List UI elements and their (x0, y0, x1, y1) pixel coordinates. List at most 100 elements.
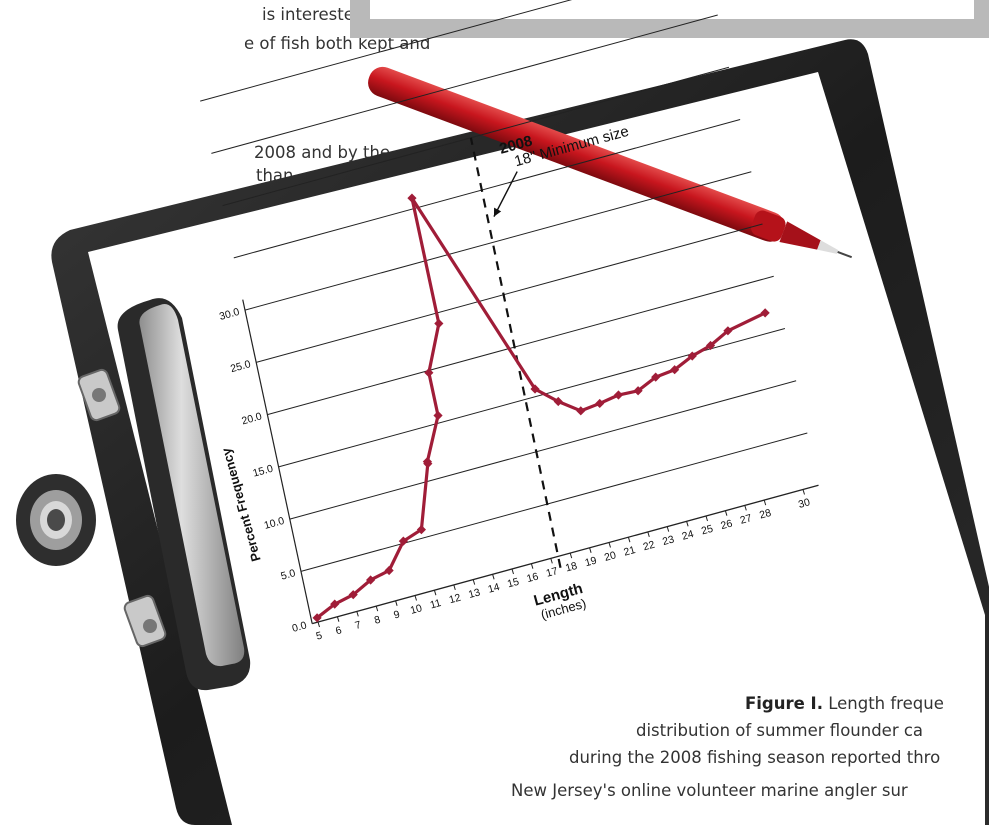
data-point (670, 365, 680, 375)
sidebar-box-inner (370, 0, 974, 19)
gridline (200, 0, 573, 102)
x-tick-label: 8 (373, 614, 382, 627)
data-point (312, 613, 322, 623)
x-tick-label: 24 (681, 528, 696, 543)
x-tick-mark (666, 526, 670, 532)
x-tick-label: 7 (354, 619, 363, 632)
x-tick-mark (705, 515, 708, 522)
figure-caption-line: distribution of summer flounder ca (636, 721, 924, 740)
x-tick-mark (589, 547, 592, 553)
figure-caption-label: Figure I. (745, 694, 823, 713)
x-tick-mark (433, 590, 437, 596)
data-point (384, 565, 394, 576)
x-tick-label: 30 (797, 496, 812, 511)
x-tick-label: 11 (429, 597, 443, 611)
x-tick-mark (724, 510, 728, 516)
data-point (366, 575, 376, 585)
data-point (422, 456, 432, 467)
data-point (723, 326, 733, 336)
x-tick-label: 22 (642, 539, 657, 554)
x-tick-mark (472, 579, 476, 585)
data-point (398, 536, 408, 546)
x-tick-label: 17 (545, 565, 560, 580)
x-tick-mark (317, 621, 320, 628)
x-axis-line (312, 484, 819, 625)
x-tick-mark (763, 499, 767, 506)
gridline (233, 119, 741, 259)
y-axis-line (242, 299, 313, 624)
article-line: 2008 and by the (254, 143, 391, 162)
data-point (330, 599, 340, 609)
data-point (613, 390, 624, 400)
data-point (424, 368, 434, 378)
x-tick-mark (569, 552, 573, 559)
x-tick-label: 27 (739, 512, 754, 527)
data-point (553, 396, 563, 407)
x-tick-label: 19 (584, 555, 599, 570)
y-tick-label: 5.0 (280, 567, 297, 582)
data-point (434, 318, 444, 329)
gridline (289, 380, 797, 520)
y-tick-label: 0.0 (291, 619, 308, 634)
figure-caption: Figure I. Length freque (745, 694, 944, 713)
y-tick-label: 10.0 (263, 515, 286, 532)
x-tick-mark (608, 542, 611, 548)
x-tick-label: 14 (487, 581, 502, 596)
data-point (651, 372, 661, 382)
x-tick-label: 20 (603, 549, 618, 564)
x-tick-mark (802, 489, 805, 495)
x-tick-label: 21 (622, 544, 637, 559)
data-point (633, 386, 643, 396)
x-tick-label: 15 (506, 576, 521, 591)
x-tick-mark (511, 568, 514, 575)
data-point (530, 384, 540, 394)
minimum-size-arrowhead (493, 207, 502, 217)
data-point (348, 590, 358, 600)
x-tick-mark (414, 595, 417, 601)
x-tick-mark (336, 616, 340, 622)
x-tick-mark (686, 521, 689, 527)
article-line: e of fish both kept and (244, 34, 431, 53)
x-tick-label: 28 (758, 507, 773, 522)
x-tick-label: 16 (525, 570, 540, 585)
x-tick-label: 25 (700, 523, 715, 538)
x-tick-mark (395, 600, 398, 606)
red-pen (368, 66, 853, 259)
figure-caption-line: Length freque (828, 694, 944, 713)
data-point (576, 406, 586, 416)
x-tick-label: 18 (564, 560, 579, 575)
series-markers (312, 193, 770, 623)
data-point (705, 340, 716, 351)
x-tick-mark (647, 531, 650, 538)
gridline (211, 14, 718, 154)
data-point (407, 193, 417, 203)
y-tick-label: 25.0 (229, 358, 252, 375)
data-point (760, 308, 770, 318)
x-tick-label: 26 (719, 517, 734, 532)
minimum-size-arrow (493, 171, 518, 217)
figure-caption-line: during the 2008 fishing season reported … (569, 748, 941, 767)
x-tick-mark (530, 563, 534, 569)
gridline (222, 66, 730, 207)
x-tick-label: 5 (315, 630, 324, 643)
data-point (416, 524, 427, 535)
x-tick-label: 6 (334, 624, 343, 637)
x-tick-label: 12 (448, 592, 463, 607)
x-tick-mark (356, 611, 359, 617)
x-tick-mark (453, 584, 456, 591)
x-tick-mark (375, 605, 379, 612)
clip-mechanism (16, 298, 251, 691)
figure-caption-line: New Jersey's online volunteer marine ang… (511, 781, 908, 800)
y-tick-label: 15.0 (252, 463, 275, 480)
x-tick-label: 9 (392, 608, 401, 621)
x-tick-labels: 5 6 7 8 9 10 11 12 13 14 15 16 17 18 19 20 21 22 23 24 25 26 2… (315, 489, 812, 643)
x-tick-mark (627, 537, 631, 543)
data-point (433, 410, 443, 421)
y-tick-label: 20.0 (240, 410, 263, 427)
x-tick-label: 13 (467, 586, 482, 601)
y-tick-labels: 0.0 5.0 10.0 15.0 20.0 25.0 30.0 (218, 306, 308, 635)
x-tick-label: 23 (661, 533, 676, 548)
gridline (256, 223, 763, 363)
gridline (300, 432, 808, 572)
